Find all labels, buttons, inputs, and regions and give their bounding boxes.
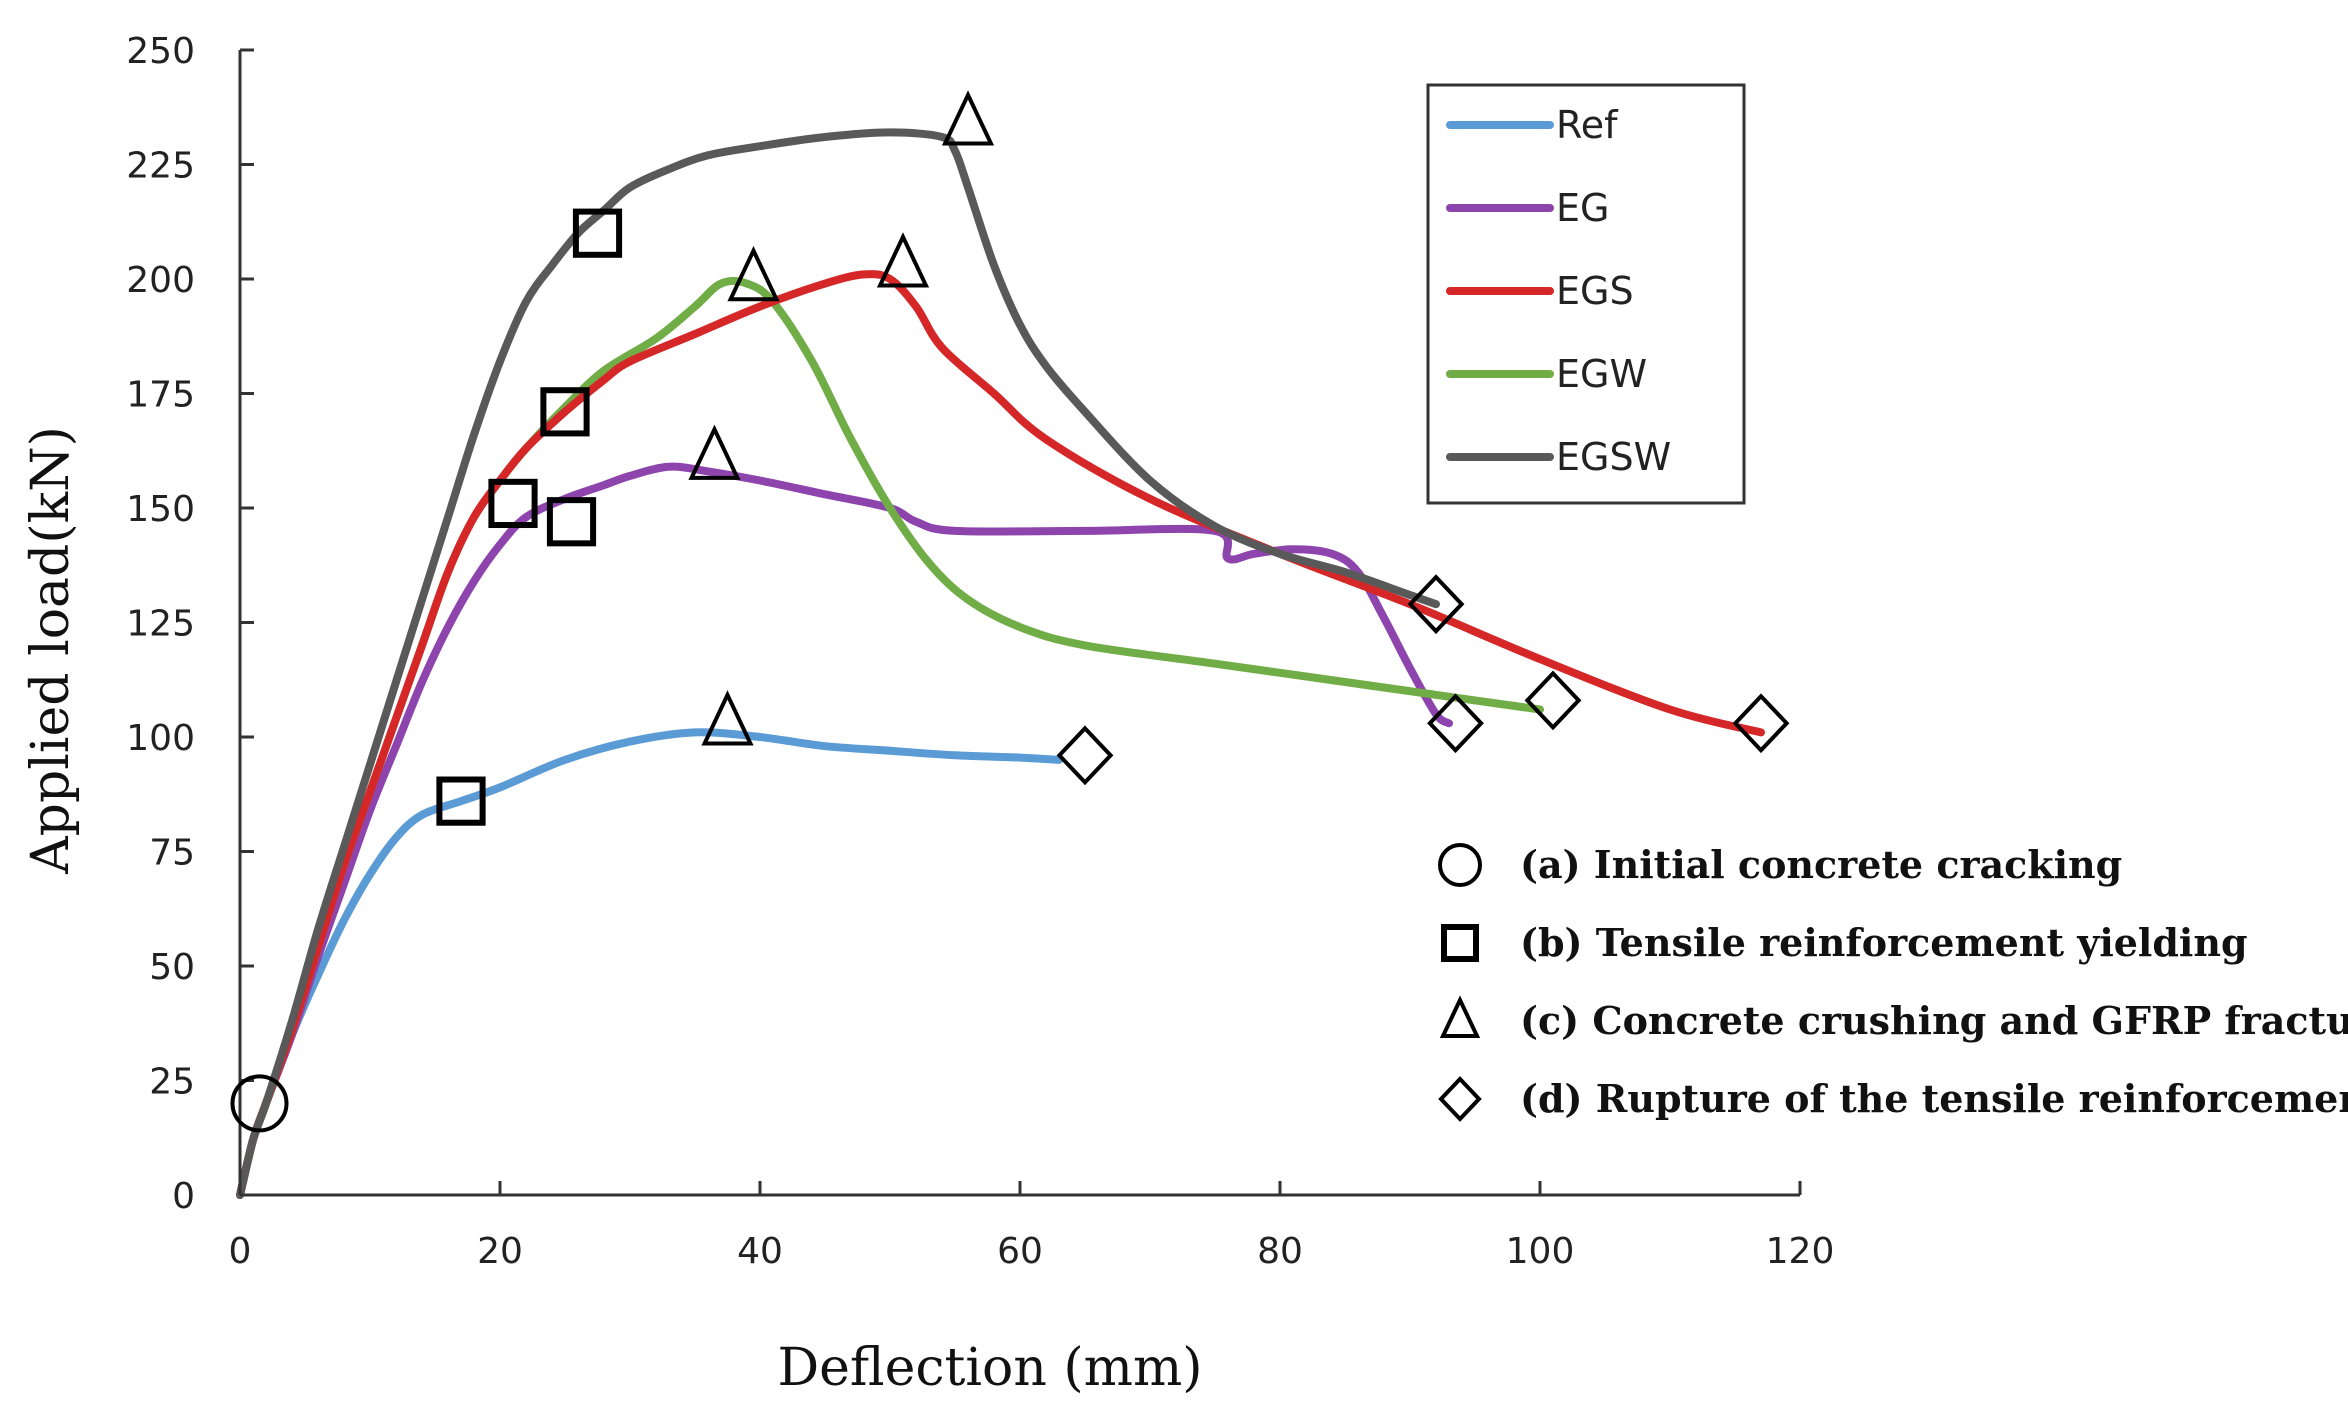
- marker-legend-label: (a) Initial concrete cracking: [1520, 842, 2122, 887]
- triangle-marker: [876, 232, 930, 288]
- marker-legend-circle-icon: [1438, 843, 1482, 887]
- series-line-egw: [236, 277, 1544, 1199]
- marker-legend-triangle-icon: [1439, 995, 1481, 1038]
- y-tick-label: 50: [149, 947, 195, 988]
- y-tick-label: 75: [149, 833, 195, 874]
- series-legend-box: [1426, 83, 1746, 505]
- series-line-eg: [236, 462, 1453, 1199]
- marker-legend-square-icon: [1441, 924, 1479, 962]
- x-axis-title: Deflection (mm): [777, 1338, 1202, 1398]
- y-axis-title: Applied load(kN): [21, 426, 81, 875]
- marker-legend-diamond-icon: [1438, 1076, 1482, 1122]
- marker-legend-label: (c) Concrete crushing and GFRP fracture: [1520, 998, 2348, 1043]
- y-tick-label: 150: [126, 489, 195, 530]
- triangle-marker: [727, 245, 780, 302]
- y-tick-label: 125: [126, 604, 195, 645]
- legend-label-egsw: EGSW: [1556, 435, 1671, 479]
- square-marker: [546, 497, 597, 547]
- legend-label-ref: Ref: [1556, 103, 1619, 147]
- y-tick-label: 0: [172, 1176, 195, 1217]
- diamond-marker: [1407, 574, 1465, 635]
- legend-label-eg: EG: [1556, 186, 1609, 230]
- legend-label-egs: EGS: [1556, 269, 1634, 313]
- x-tick-label: 20: [477, 1231, 523, 1272]
- series-line-egsw: [236, 128, 1440, 1199]
- x-tick-label: 80: [1257, 1231, 1303, 1272]
- diamond-marker: [1427, 693, 1484, 754]
- y-tick-label: 200: [126, 260, 195, 301]
- circle-marker: [230, 1074, 289, 1133]
- diamond-marker: [1056, 725, 1114, 786]
- y-tick-label: 225: [126, 146, 195, 187]
- triangle-marker: [701, 690, 754, 746]
- square-marker: [436, 776, 486, 826]
- triangle-marker: [941, 90, 995, 146]
- square-marker: [540, 387, 590, 437]
- marker-legend-label: (b) Tensile reinforcement yielding: [1520, 920, 2248, 965]
- x-tick-label: 60: [997, 1231, 1043, 1272]
- y-tick-label: 250: [126, 31, 195, 72]
- diamond-marker: [1524, 670, 1582, 731]
- x-tick-label: 0: [229, 1231, 252, 1272]
- y-tick-label: 100: [126, 718, 195, 759]
- y-tick-label: 25: [149, 1062, 195, 1103]
- square-marker: [572, 208, 623, 258]
- triangle-marker: [688, 424, 741, 480]
- legend-label-egw: EGW: [1556, 352, 1647, 396]
- x-tick-label: 100: [1506, 1231, 1575, 1272]
- x-tick-label: 40: [737, 1231, 783, 1272]
- square-marker: [488, 478, 538, 529]
- diamond-marker: [1732, 693, 1790, 754]
- marker-legend-label: (d) Rupture of the tensile reinforcement…: [1520, 1076, 2348, 1121]
- y-tick-label: 175: [126, 375, 195, 416]
- x-tick-label: 120: [1766, 1231, 1835, 1272]
